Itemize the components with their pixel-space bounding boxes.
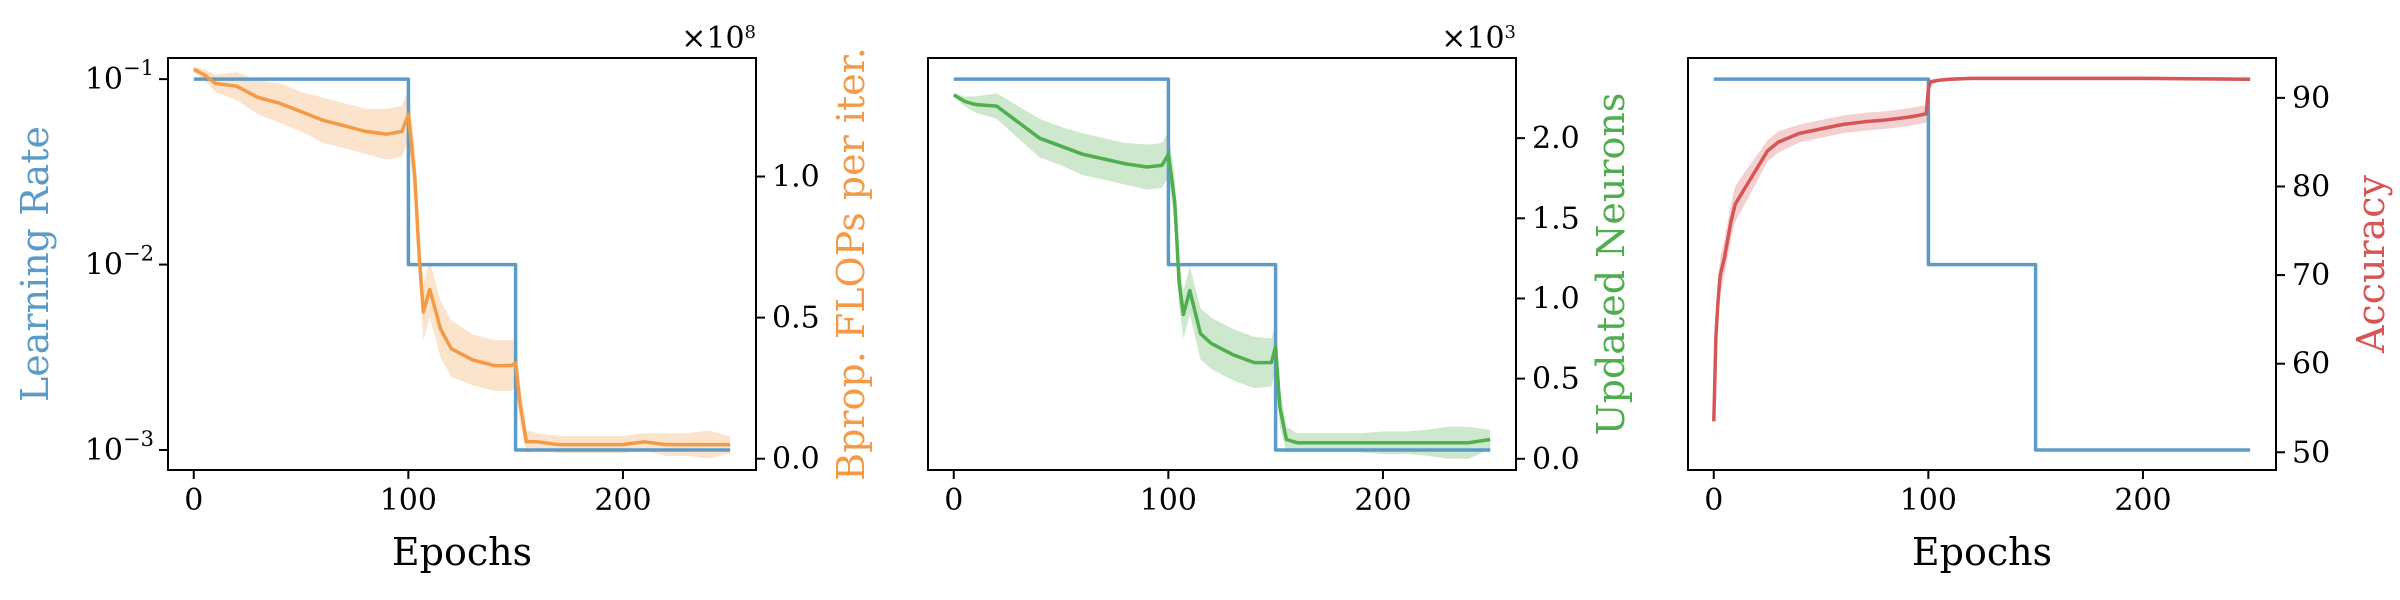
axes-frame-3 [1687, 57, 2277, 471]
y-left-tick-label: 10−2 [85, 241, 154, 283]
x-tick-label: 100 [380, 483, 437, 518]
x-tick-label: 0 [944, 483, 963, 518]
series-line-neurons-2 [952, 93, 1491, 445]
y-right-tick-label: 0.0 [772, 442, 820, 477]
y-right-multiplier: ×103 [1441, 21, 1516, 56]
y-right-tick-label: 0.5 [1532, 362, 1580, 397]
y-right-axis-label: Accuracy [2349, 174, 2393, 354]
x-tick-label: 200 [594, 483, 651, 518]
y-right-tick-label: 1.0 [772, 160, 820, 195]
y-right-tick-label: 70 [2292, 258, 2330, 293]
series-line-flops-1 [192, 67, 731, 447]
series-line-lr-3 [1713, 77, 2251, 452]
y-right-multiplier: ×108 [681, 21, 756, 56]
y-right-axis-label: Bprop. FLOPs per iter. [829, 47, 873, 481]
x-tick-label: 100 [1900, 483, 1957, 518]
x-tick-label: 0 [184, 483, 203, 518]
y-right-tick-label: 2.0 [1532, 121, 1580, 156]
band-neurons-2 [953, 93, 1491, 459]
y-right-tick-label: 0.5 [772, 301, 820, 336]
x-tick-label: 200 [1354, 483, 1411, 518]
y-right-tick-label: 1.5 [1532, 201, 1580, 236]
y-right-axis-label: Updated Neurons [1589, 93, 1633, 436]
band-flops-1 [193, 66, 731, 459]
series-line-lr-2 [953, 77, 1491, 452]
y-right-tick-label: 60 [2292, 347, 2330, 382]
x-axis-label: Epochs [392, 530, 532, 574]
band-accuracy-3 [1713, 76, 2251, 435]
y-right-tick-label: 0.0 [1532, 442, 1580, 477]
y-right-tick-label: 90 [2292, 81, 2330, 116]
axes-frame-2 [927, 57, 1517, 471]
x-tick-label: 0 [1704, 483, 1723, 518]
x-axis-label: Epochs [1912, 530, 2052, 574]
y-right-tick-label: 80 [2292, 169, 2330, 204]
series-line-lr-1 [193, 77, 731, 452]
y-right-tick-label: 50 [2292, 435, 2330, 470]
y-left-axis-label: Learning Rate [13, 126, 57, 402]
y-right-tick-label: 1.0 [1532, 281, 1580, 316]
y-left-tick-label: 10−3 [85, 426, 154, 468]
x-tick-label: 200 [2114, 483, 2171, 518]
series-line-accuracy-3 [1712, 76, 2251, 422]
x-tick-label: 100 [1140, 483, 1197, 518]
y-left-tick-label: 10−1 [85, 56, 154, 98]
